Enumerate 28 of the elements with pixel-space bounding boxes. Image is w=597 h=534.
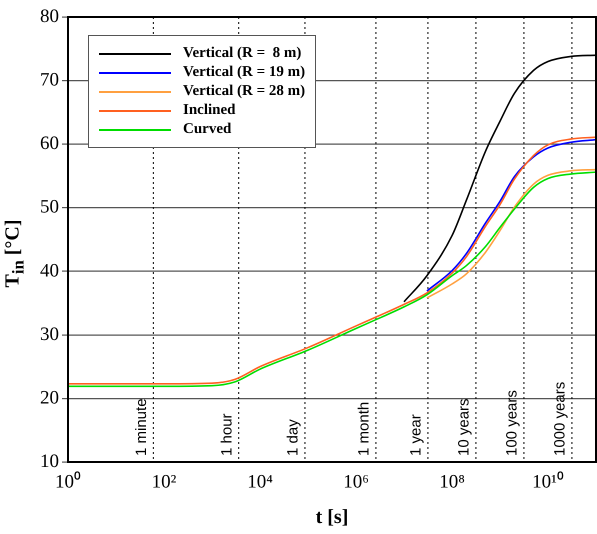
ref-line-label: 100 years xyxy=(504,390,521,456)
y-tick-label: 80 xyxy=(40,6,59,27)
y-tick-label: 30 xyxy=(40,324,59,345)
legend-label: Inclined xyxy=(183,102,236,119)
ref-line-label: 1 year xyxy=(408,414,425,456)
legend-label: Vertical (R = 28 m) xyxy=(183,83,306,100)
ref-line-label: 1 day xyxy=(284,418,302,456)
legend-label: Vertical (R = 8 m) xyxy=(183,45,302,62)
y-tick-label: 10 xyxy=(40,450,59,472)
ref-line-label: 10 years xyxy=(456,398,473,456)
y-tick-label: 60 xyxy=(40,133,59,154)
ref-line-label: 1 month xyxy=(356,402,373,456)
x-axis-title: t [s] xyxy=(314,506,350,529)
y-tick-label: 70 xyxy=(40,70,59,91)
legend-label: Curved xyxy=(183,121,232,138)
y-tick-label: 20 xyxy=(40,387,59,408)
legend-label: Vertical (R = 19 m) xyxy=(183,64,306,81)
ref-line-label: 1 hour xyxy=(218,413,236,456)
x-tick-label: 10⁰ xyxy=(55,470,81,492)
y-tick-label: 40 xyxy=(40,260,59,282)
x-tick-label: 10¹⁰ xyxy=(532,470,564,492)
ref-line-label: 1000 years xyxy=(552,382,569,456)
ref-line-label: 1 minute xyxy=(132,398,150,456)
y-tick-label: 50 xyxy=(40,196,59,218)
x-tick-label: 10² xyxy=(152,471,177,492)
x-tick-label: 10⁶ xyxy=(343,471,369,492)
x-tick-label: 10⁸ xyxy=(439,471,465,492)
x-tick-label: 10⁴ xyxy=(247,471,274,492)
